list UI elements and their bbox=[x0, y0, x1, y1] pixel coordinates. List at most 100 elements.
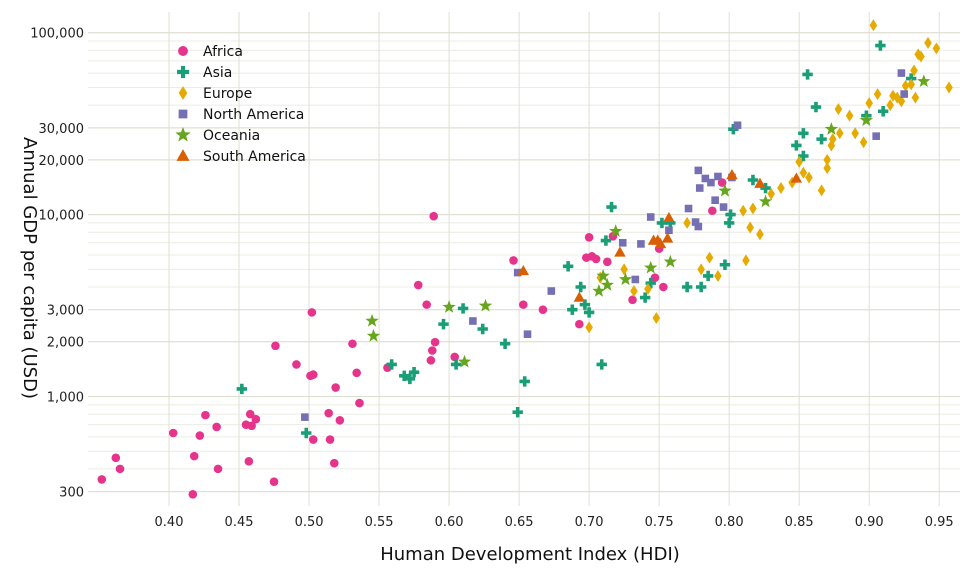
data-point-south-america bbox=[726, 169, 738, 180]
data-point-asia bbox=[579, 299, 591, 310]
data-point-africa bbox=[97, 475, 107, 484]
data-point-europe bbox=[749, 202, 757, 215]
data-point-asia bbox=[702, 270, 714, 282]
x-tick-label: 0.50 bbox=[295, 515, 324, 530]
y-tick-label: 100,000 bbox=[30, 27, 84, 42]
data-point-europe bbox=[945, 81, 953, 94]
data-point-north-america bbox=[523, 330, 532, 339]
data-point-africa bbox=[335, 415, 345, 425]
data-point-africa bbox=[426, 356, 436, 365]
data-point-africa bbox=[308, 435, 318, 444]
data-point-europe bbox=[907, 78, 915, 91]
data-point-asia bbox=[725, 209, 736, 220]
data-point-africa bbox=[271, 341, 280, 351]
legend-label-north-america: North America bbox=[203, 107, 304, 123]
data-point-europe bbox=[917, 50, 925, 63]
data-point-africa bbox=[450, 352, 459, 362]
data-point-asia bbox=[645, 277, 656, 289]
data-point-asia bbox=[723, 217, 735, 229]
data-point-asia bbox=[404, 373, 416, 385]
data-point-asia bbox=[681, 281, 693, 293]
x-tick-label: 0.85 bbox=[785, 515, 814, 530]
data-point-europe bbox=[823, 153, 831, 166]
data-point-europe bbox=[897, 95, 906, 108]
data-point-africa bbox=[430, 337, 440, 347]
data-point-asia bbox=[665, 217, 676, 229]
data-point-europe bbox=[835, 127, 844, 140]
data-point-europe bbox=[851, 127, 859, 140]
series-africa bbox=[97, 178, 727, 499]
data-point-africa bbox=[427, 346, 437, 355]
data-point-africa bbox=[518, 300, 528, 309]
data-point-europe bbox=[865, 97, 873, 110]
x-tick-label: 0.80 bbox=[715, 515, 744, 530]
data-point-europe bbox=[910, 64, 918, 77]
data-point-oceania bbox=[596, 268, 610, 282]
data-point-europe bbox=[620, 263, 628, 276]
data-point-europe bbox=[777, 182, 785, 195]
data-point-europe bbox=[873, 88, 882, 101]
data-point-north-america bbox=[719, 203, 728, 211]
data-point-africa bbox=[352, 368, 361, 378]
data-point-europe bbox=[795, 155, 803, 168]
data-point-north-america bbox=[618, 238, 627, 247]
data-point-africa bbox=[628, 295, 637, 305]
data-point-north-america bbox=[301, 413, 309, 421]
series-europe bbox=[585, 19, 953, 334]
data-point-africa bbox=[331, 383, 340, 392]
data-point-north-america bbox=[694, 166, 703, 175]
data-point-africa bbox=[413, 280, 423, 290]
data-point-asia bbox=[728, 123, 739, 135]
data-point-africa bbox=[247, 421, 256, 431]
y-tick-label: 1,000 bbox=[47, 390, 84, 405]
y-tick-label: 300 bbox=[59, 486, 84, 501]
data-point-africa bbox=[307, 308, 317, 317]
data-point-south-america bbox=[790, 172, 803, 183]
data-point-europe bbox=[893, 91, 901, 104]
data-point-asia bbox=[606, 201, 617, 213]
data-point-asia bbox=[512, 406, 523, 418]
data-point-oceania bbox=[457, 354, 472, 368]
data-point-europe bbox=[859, 136, 868, 149]
data-point-oceania bbox=[663, 254, 677, 268]
data-point-europe bbox=[644, 282, 652, 295]
data-point-europe bbox=[828, 133, 837, 146]
x-tick-label: 0.95 bbox=[925, 515, 954, 530]
data-point-asia bbox=[450, 359, 462, 370]
data-point-oceania bbox=[442, 300, 456, 313]
legend-marker-asia bbox=[177, 66, 189, 78]
data-point-north-america bbox=[694, 222, 703, 231]
data-point-north-america bbox=[513, 268, 522, 277]
legend-label-africa: Africa bbox=[203, 44, 243, 60]
data-point-europe bbox=[845, 109, 854, 122]
x-tick-label: 0.75 bbox=[645, 515, 674, 530]
data-point-europe bbox=[869, 19, 878, 32]
y-tick-label: 30,000 bbox=[39, 122, 85, 137]
data-point-oceania bbox=[859, 113, 874, 126]
data-point-africa bbox=[591, 254, 601, 264]
data-point-asia bbox=[386, 359, 397, 370]
data-point-europe bbox=[924, 36, 932, 49]
data-point-north-america bbox=[897, 69, 906, 77]
data-point-europe bbox=[767, 187, 775, 200]
x-axis-title: Human Development Index (HDI) bbox=[380, 544, 680, 565]
data-point-europe bbox=[805, 171, 813, 184]
data-point-asia bbox=[399, 370, 410, 381]
data-point-oceania bbox=[644, 260, 658, 274]
data-point-africa bbox=[603, 257, 612, 267]
data-point-asia bbox=[567, 304, 578, 315]
legend-marker-africa bbox=[178, 46, 188, 56]
data-point-asia bbox=[562, 261, 574, 272]
y-tick-label: 2,000 bbox=[47, 336, 84, 351]
data-point-europe bbox=[746, 221, 754, 234]
data-point-asia bbox=[499, 338, 511, 349]
data-point-africa bbox=[538, 305, 548, 315]
data-point-north-america bbox=[900, 90, 908, 98]
data-point-africa bbox=[189, 451, 199, 461]
data-point-oceania bbox=[718, 183, 732, 197]
data-point-asia bbox=[798, 128, 809, 139]
data-point-africa bbox=[708, 206, 717, 216]
data-point-asia bbox=[477, 323, 488, 335]
y-tick-label: 10,000 bbox=[39, 209, 85, 224]
